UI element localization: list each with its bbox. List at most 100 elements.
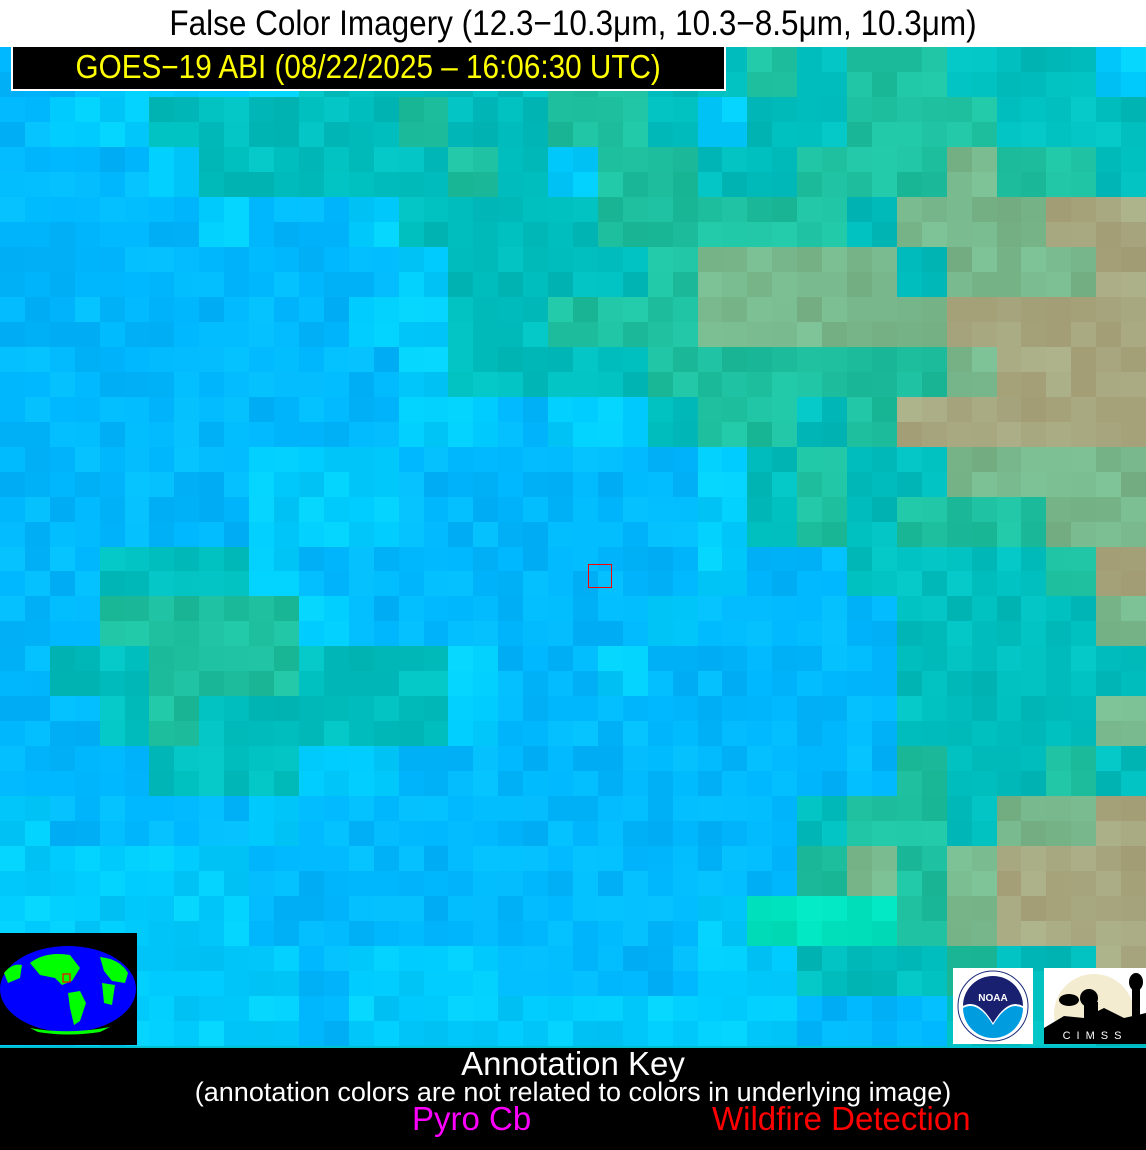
imagery-pixel-block (1046, 246, 1073, 273)
imagery-pixel-block (498, 346, 525, 373)
imagery-pixel-block (523, 646, 550, 673)
imagery-pixel-block (847, 321, 873, 348)
imagery-pixel-block (797, 496, 824, 523)
imagery-pixel-block (373, 821, 400, 848)
imagery-pixel-block (921, 121, 948, 148)
imagery-pixel-block (871, 471, 898, 498)
imagery-pixel-block (373, 146, 400, 173)
imagery-pixel-block (722, 821, 749, 848)
imagery-pixel-block (921, 71, 948, 98)
imagery-pixel-block (996, 521, 1023, 548)
imagery-pixel-block (348, 221, 375, 248)
imagery-pixel-block (348, 671, 375, 698)
imagery-pixel-block (847, 896, 873, 923)
imagery-pixel-block (847, 771, 873, 798)
imagery-pixel-block (597, 721, 624, 748)
imagery-pixel-block (149, 896, 176, 923)
imagery-pixel-block (174, 571, 201, 598)
imagery-pixel-block (847, 171, 873, 198)
imagery-pixel-block (847, 671, 873, 698)
imagery-pixel-block (1096, 47, 1123, 73)
imagery-pixel-block (871, 196, 898, 223)
imagery-pixel-block (174, 846, 201, 873)
imagery-pixel-block (1071, 846, 1098, 873)
imagery-pixel-block (373, 246, 400, 273)
imagery-pixel-block (448, 521, 475, 548)
imagery-pixel-block (1096, 821, 1123, 848)
imagery-pixel-block (298, 746, 325, 773)
imagery-pixel-block (398, 796, 425, 823)
imagery-pixel-block (847, 921, 873, 948)
imagery-pixel-block (49, 696, 76, 723)
imagery-pixel-block (423, 996, 450, 1023)
imagery-pixel-block (498, 596, 525, 623)
imagery-pixel-block (722, 96, 749, 123)
imagery-pixel-block (573, 421, 599, 448)
imagery-pixel-block (0, 671, 26, 698)
imagery-pixel-block (74, 646, 101, 673)
imagery-pixel-block (174, 421, 201, 448)
imagery-pixel-block (448, 196, 475, 223)
imagery-pixel-block (573, 96, 599, 123)
imagery-pixel-block (249, 546, 276, 573)
imagery-pixel-block (548, 246, 574, 273)
imagery-pixel-block (398, 496, 425, 523)
imagery-pixel-block (348, 721, 375, 748)
imagery-pixel-block (971, 296, 998, 323)
imagery-pixel-block (224, 1021, 251, 1046)
imagery-pixel-block (697, 921, 724, 948)
imagery-pixel-block (0, 196, 26, 223)
imagery-pixel-block (249, 921, 276, 948)
imagery-pixel-block (996, 846, 1023, 873)
imagery-pixel-block (99, 896, 126, 923)
imagery-pixel-block (722, 421, 749, 448)
imagery-pixel-block (323, 671, 350, 698)
imagery-pixel-block (199, 396, 226, 423)
imagery-pixel-block (1046, 796, 1073, 823)
imagery-pixel-block (847, 371, 873, 398)
imagery-pixel-block (24, 471, 51, 498)
imagery-pixel-block (423, 821, 450, 848)
imagery-pixel-block (647, 871, 674, 898)
imagery-pixel-block (622, 721, 649, 748)
imagery-pixel-block (1121, 271, 1146, 298)
imagery-pixel-block (722, 646, 749, 673)
imagery-pixel-block (149, 371, 176, 398)
imagery-pixel-block (896, 47, 923, 73)
imagery-pixel-block (348, 796, 375, 823)
imagery-pixel-block (996, 171, 1023, 198)
imagery-pixel-block (498, 1021, 525, 1046)
imagery-pixel-block (971, 571, 998, 598)
imagery-pixel-block (822, 921, 849, 948)
imagery-pixel-block (871, 946, 898, 973)
imagery-pixel-block (423, 96, 450, 123)
imagery-pixel-block (1071, 296, 1098, 323)
imagery-pixel-block (971, 121, 998, 148)
imagery-pixel-block (74, 896, 101, 923)
imagery-pixel-block (174, 746, 201, 773)
imagery-pixel-block (124, 896, 151, 923)
imagery-pixel-block (971, 771, 998, 798)
imagery-pixel-block (498, 221, 525, 248)
imagery-pixel-block (1096, 871, 1123, 898)
imagery-pixel-block (448, 146, 475, 173)
imagery-pixel-block (647, 446, 674, 473)
imagery-pixel-block (448, 421, 475, 448)
imagery-pixel-block (323, 221, 350, 248)
imagery-pixel-block (697, 821, 724, 848)
imagery-pixel-block (124, 121, 151, 148)
imagery-pixel-block (523, 921, 550, 948)
imagery-pixel-block (49, 96, 76, 123)
imagery-pixel-block (697, 371, 724, 398)
imagery-pixel-block (348, 121, 375, 148)
imagery-pixel-block (971, 346, 998, 373)
imagery-pixel-block (523, 571, 550, 598)
imagery-pixel-block (124, 171, 151, 198)
imagery-pixel-block (1121, 71, 1146, 98)
imagery-pixel-block (49, 671, 76, 698)
imagery-pixel-block (647, 746, 674, 773)
imagery-pixel-block (548, 121, 574, 148)
imagery-pixel-block (498, 246, 525, 273)
imagery-pixel-block (224, 271, 251, 298)
imagery-pixel-block (0, 796, 26, 823)
